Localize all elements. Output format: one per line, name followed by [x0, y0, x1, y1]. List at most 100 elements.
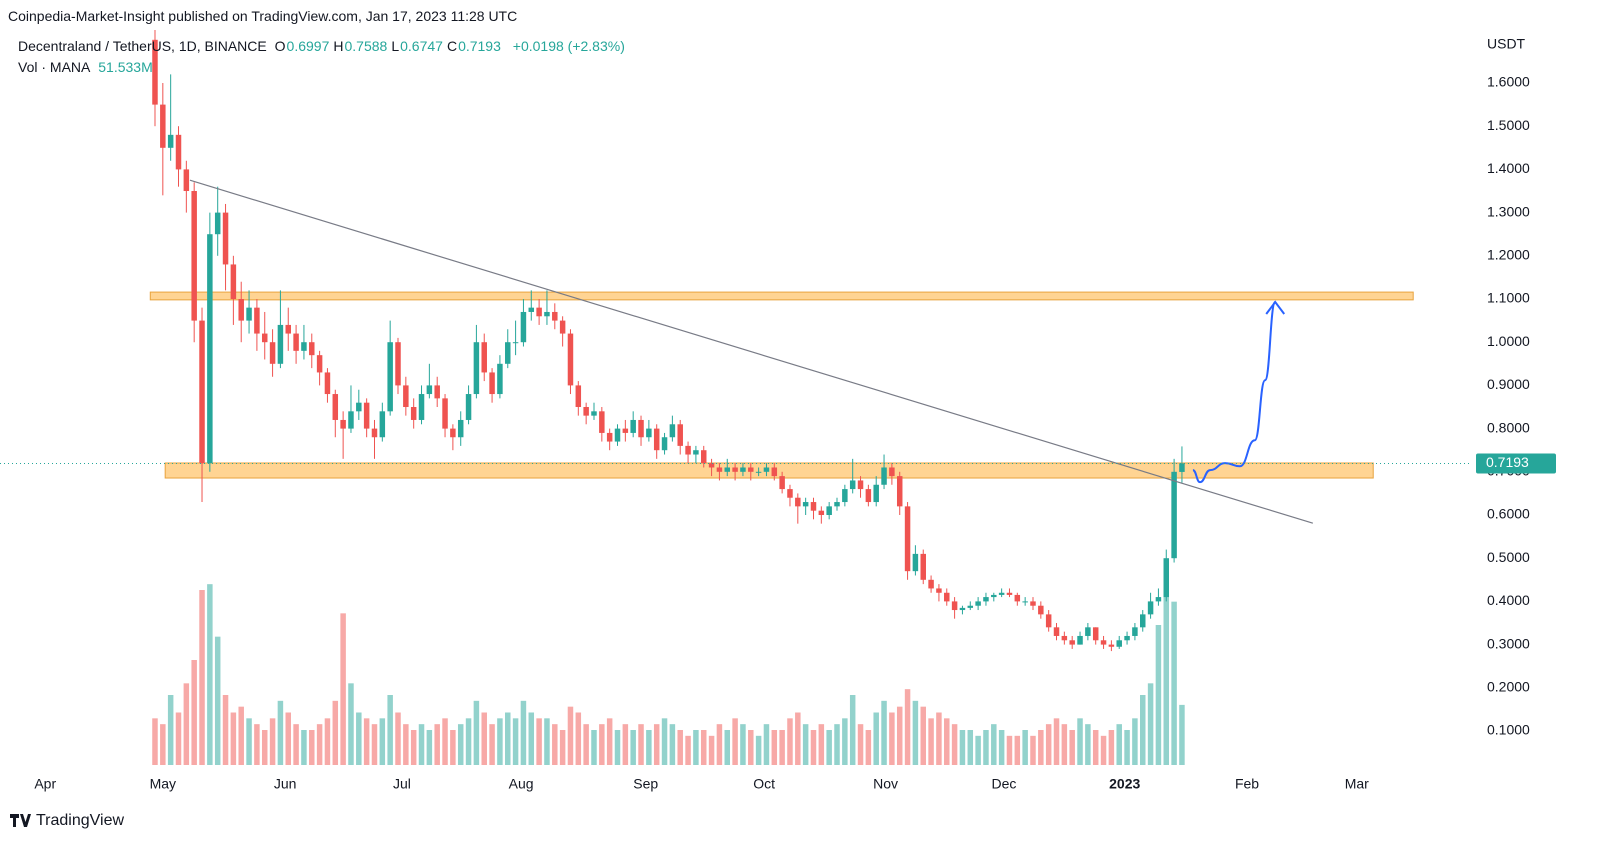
symbol: Decentraland / TetherUS, 1D, BINANCE [18, 38, 267, 54]
volume-bar [1155, 625, 1162, 765]
candle-body [630, 419, 636, 433]
volume-bar [904, 689, 911, 765]
projection-arrowhead [1265, 300, 1286, 315]
candle-body [1179, 463, 1185, 472]
candle-body [395, 342, 401, 386]
candle-body [293, 333, 299, 351]
volume-bar [591, 730, 597, 765]
brand-logo: TradingView [10, 812, 124, 829]
volume-bar [379, 718, 386, 765]
y-tick-label: 1.5000 [1487, 117, 1530, 133]
candle-body [387, 342, 393, 412]
candle-body [755, 471, 762, 473]
volume-bar [998, 730, 1005, 765]
candle-body [787, 489, 793, 498]
candle-body [614, 428, 621, 442]
candle-body [795, 497, 801, 507]
candle-body [849, 480, 856, 490]
ohlc-name: C [446, 38, 458, 54]
volume-bar [575, 712, 582, 765]
candle-body [371, 428, 378, 438]
candle-body [497, 363, 503, 395]
volume-bar [505, 712, 511, 765]
zones-layer [149, 291, 1414, 479]
x-tick-label: Nov [873, 776, 898, 792]
volume-bar [457, 724, 464, 765]
candle-body [889, 467, 895, 477]
candle-body [465, 394, 472, 420]
candle-body [677, 424, 683, 446]
candle-body [818, 510, 825, 516]
candle-body [536, 307, 542, 317]
candle-body [1116, 640, 1122, 647]
volume-bar [473, 700, 480, 765]
volume-bar [606, 718, 613, 765]
volume-bar [716, 724, 723, 765]
candle-body [583, 407, 589, 416]
volume-bar [207, 584, 213, 765]
candle-body [928, 579, 934, 589]
volume-bar [700, 730, 707, 765]
candle-body [599, 411, 605, 433]
candle-body [183, 169, 190, 192]
x-tick-label: Dec [992, 776, 1017, 792]
volume-bar [544, 718, 550, 765]
projection-path [1192, 301, 1277, 484]
volume-bar [763, 724, 770, 765]
candle-body [363, 402, 370, 429]
volume-bar [583, 724, 589, 765]
volume-bar [959, 730, 966, 765]
volume-bar [442, 718, 448, 765]
volume-bar [889, 712, 895, 765]
y-unit: USDT [1487, 36, 1526, 52]
candle-body [332, 394, 339, 420]
volume-bar [912, 700, 919, 765]
x-tick-label: Feb [1235, 776, 1259, 792]
candle-body [826, 506, 832, 516]
candle-body [834, 502, 840, 507]
volume-bar [1179, 704, 1185, 765]
volume-bar [951, 724, 958, 765]
volume-bar [646, 730, 652, 765]
candle-body [606, 432, 613, 442]
volume-bar [363, 718, 370, 765]
candle-body [748, 467, 754, 472]
volume-bar [434, 724, 440, 765]
volume-bar [1030, 735, 1036, 765]
ohlc-values: O0.6997 H0.7588 L0.6747 C0.7193 [275, 38, 505, 54]
candle-body [967, 605, 974, 608]
volume-bar [1092, 730, 1099, 765]
volume-bar [191, 660, 197, 765]
volume-bar [152, 718, 158, 765]
candle-body [481, 342, 487, 373]
candle-body [567, 333, 574, 386]
volume-bar [536, 718, 542, 765]
candle-body [1155, 597, 1162, 602]
candle-body [802, 502, 809, 507]
x-tick-label: May [150, 776, 176, 792]
candle-body [167, 134, 174, 148]
candle-body [959, 607, 966, 611]
candle-body [301, 342, 307, 351]
volume-bar [1147, 683, 1154, 765]
ohlc-value: 0.6747 [400, 38, 443, 54]
volume-bar [261, 730, 268, 765]
candle-body [559, 320, 566, 334]
candle-body [1171, 471, 1177, 559]
candle-body [1163, 558, 1170, 598]
volume-bar [1116, 724, 1122, 765]
volume-bar [277, 700, 284, 765]
volume-bar [708, 735, 715, 765]
candle-body [207, 234, 213, 464]
candle-body [575, 385, 582, 408]
candle-body [653, 428, 660, 451]
volume-bar [1077, 718, 1083, 765]
volume-bar [167, 695, 174, 765]
candle-body [442, 398, 448, 429]
candle-body [222, 212, 229, 265]
volume-bar [230, 712, 237, 765]
volume-bar [1053, 718, 1060, 765]
volume-bar [1124, 730, 1130, 765]
drawings-layer [189, 179, 1314, 524]
change: +0.0198 (+2.83%) [512, 38, 625, 54]
